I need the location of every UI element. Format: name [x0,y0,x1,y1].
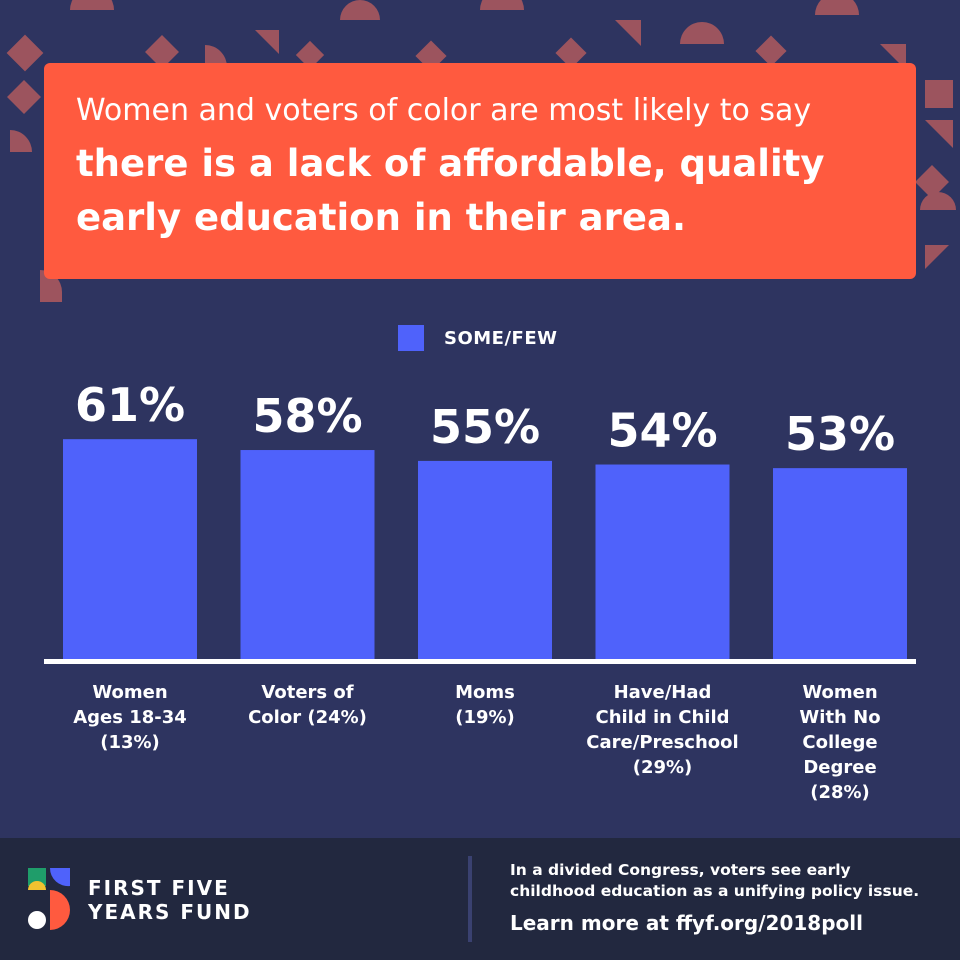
brand-line-2: YEARS FUND [88,900,252,924]
data-label-4: 54% [607,404,717,458]
bar-2 [240,450,375,660]
footer-blurb: In a divided Congress, voters see early … [510,860,940,902]
bar-3 [418,460,552,660]
category-label-4: Have/Had Child in Child Care/Preschool (29%… [586,682,738,778]
category-label-3: Moms (19%) [455,682,515,728]
headline-bold-line-1: there is a lack of affordable, quality [76,142,825,185]
bar-4 [595,464,730,660]
blurb-line-2: childhood education as a unifying policy… [510,882,920,900]
headline-bold-line-2: early education in their area. [76,196,686,239]
learn-more-link[interactable]: Learn more at ffyf.org/2018poll [510,911,863,935]
bar-1 [63,439,197,660]
data-label-3: 55% [430,400,540,454]
data-label-5: 53% [785,407,895,461]
ffyf-logo-mark-icon [28,868,70,930]
data-label-1: 61% [75,378,185,432]
blurb-line-1: In a divided Congress, voters see early [510,861,851,879]
bar-chart: 61% Women Ages 18-34 (13%) 58% Voters of Color… [44,378,916,803]
headline-intro: Women and voters of color are most likel… [76,93,812,128]
chart-legend: SOME/FEW [398,325,558,351]
chart-baseline [44,659,916,664]
brand-line-1: FIRST FIVE [88,876,230,900]
footer: FIRST FIVE YEARS FUND In a divided Congr… [0,838,960,960]
legend-swatch [398,325,424,351]
category-label-2: Voters of Color (24%) [248,682,367,728]
category-label-1: Women Ages 18-34 (13%) [73,682,187,753]
headline-box: Women and voters of color are most likel… [44,63,916,279]
data-label-2: 58% [252,389,362,443]
bar-5 [773,468,907,660]
legend-label: SOME/FEW [444,327,558,349]
category-label-5: Women With No College Degree (28%) [799,682,880,803]
brand-name: FIRST FIVE YEARS FUND [88,876,252,924]
headline-emphasis: there is a lack of affordable, quality e… [76,137,884,245]
footer-divider [468,856,472,942]
